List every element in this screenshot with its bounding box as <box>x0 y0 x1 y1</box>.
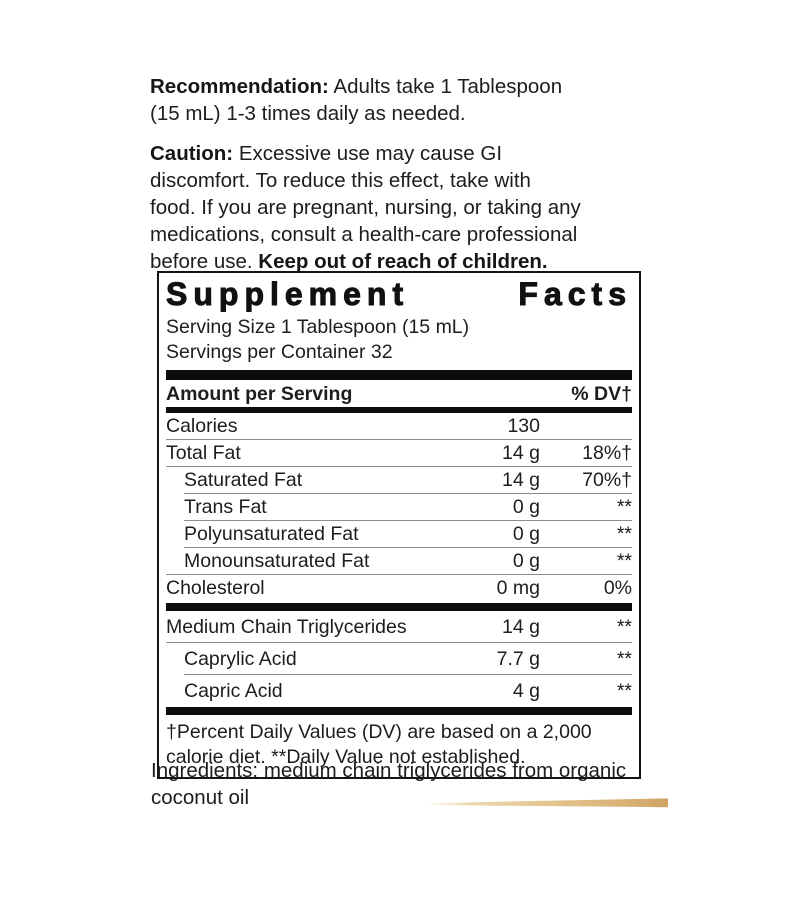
nutrient-amount: 0 mg <box>496 577 540 599</box>
nutrient-dv: 18%† <box>582 442 632 464</box>
usage-text-block: Recommendation: Adults take 1 Tablespoon… <box>150 73 582 288</box>
nutrient-dv: 0% <box>603 577 632 599</box>
nutrient-row: Trans Fat 0 g ** <box>166 494 632 520</box>
nutrient-amount: 14 g <box>502 469 540 491</box>
nutrient-dv: ** <box>616 647 632 670</box>
nutrient-row: Saturated Fat 14 g 70%† <box>166 467 632 493</box>
nutrient-row: Cholesterol 0 mg 0% <box>166 575 632 601</box>
nutrient-name: Cholesterol <box>166 577 265 599</box>
caution-bold-tail: Keep out of reach of children. <box>258 250 548 273</box>
nutrient-dv: ** <box>616 523 632 545</box>
nutrient-name: Polyunsaturated Fat <box>184 523 359 545</box>
nutrient-name: Total Fat <box>166 442 241 464</box>
supplement-facts-title: Supplement Facts <box>166 276 632 313</box>
nutrient-row: Monounsaturated Fat 0 g ** <box>166 548 632 574</box>
servings-per-container-line: Servings per Container 32 <box>166 341 393 363</box>
caution-lead: Caution: <box>150 142 234 165</box>
caution-paragraph: Caution: Excessive use may cause GI disc… <box>150 140 582 275</box>
nutrient-dv: 70%† <box>582 469 632 491</box>
row-divider <box>166 466 632 467</box>
recommendation-body: Adults take 1 Tablespoon (15 mL) 1-3 tim… <box>150 75 563 125</box>
column-header-dv: % DV† <box>571 383 632 405</box>
nutrient-name: Monounsaturated Fat <box>184 550 370 572</box>
nutrient-row: Polyunsaturated Fat 0 g ** <box>166 521 632 547</box>
nutrient-row: Medium Chain Triglycerides 14 g ** <box>166 611 632 642</box>
nutrient-row: Capric Acid 4 g ** <box>166 675 632 706</box>
row-divider <box>184 547 632 548</box>
nutrient-dv: ** <box>616 496 632 518</box>
nutrient-name: Saturated Fat <box>184 469 303 491</box>
nutrient-amount: 130 <box>507 415 540 437</box>
row-divider <box>184 493 632 494</box>
row-divider <box>184 520 632 521</box>
nutrient-amount: 0 g <box>512 523 540 545</box>
nutrient-dv: ** <box>616 615 632 638</box>
nutrient-amount: 4 g <box>512 679 540 702</box>
nutrient-amount: 14 g <box>502 442 540 464</box>
nutrient-amount: 7.7 g <box>496 647 540 670</box>
ingredients-line: Ingredients: medium chain triglycerides … <box>151 759 627 809</box>
divider-bar-medium <box>166 407 632 413</box>
supplement-facts-panel: Supplement Facts Serving Size 1 Tablespo… <box>157 271 641 779</box>
column-header-row: Amount per Serving % DV† <box>166 380 632 407</box>
nutrient-name: Trans Fat <box>184 496 267 518</box>
nutrient-name: Medium Chain Triglycerides <box>166 615 407 638</box>
recommendation-lead: Recommendation: <box>150 75 329 98</box>
nutrient-name: Calories <box>166 415 238 437</box>
divider-bar-thick <box>166 707 632 715</box>
recommendation-paragraph: Recommendation: Adults take 1 Tablespoon… <box>150 73 582 127</box>
nutrient-dv: ** <box>616 679 632 702</box>
nutrient-section-main: Calories 130 Total Fat 14 g 18%† Saturated Fa… <box>166 413 632 601</box>
gold-accent-stripe <box>424 798 668 808</box>
column-header-amount: Amount per Serving <box>166 383 353 405</box>
nutrient-row: Calories 130 <box>166 413 632 439</box>
nutrient-row: Total Fat 14 g 18%† <box>166 440 632 466</box>
row-divider <box>166 574 632 575</box>
row-divider <box>166 439 632 440</box>
nutrient-amount: 14 g <box>502 615 540 638</box>
row-divider <box>166 642 632 643</box>
nutrient-row: Caprylic Acid 7.7 g ** <box>166 643 632 674</box>
nutrient-name: Capric Acid <box>184 679 283 702</box>
daily-value-footnote: †Percent Daily Values (DV) are based on … <box>166 721 592 768</box>
divider-bar-thick <box>166 603 632 611</box>
nutrient-amount: 0 g <box>512 550 540 572</box>
nutrient-section-mct: Medium Chain Triglycerides 14 g ** Caprylic… <box>166 611 632 706</box>
nutrient-amount: 0 g <box>512 496 540 518</box>
serving-size-line: Serving Size 1 Tablespoon (15 mL) <box>166 316 470 338</box>
row-divider <box>184 674 632 675</box>
caution-body: Excessive use may cause GI discomfort. T… <box>150 142 581 273</box>
divider-bar-thick <box>166 370 632 380</box>
nutrient-dv: ** <box>616 550 632 572</box>
nutrient-name: Caprylic Acid <box>184 647 297 670</box>
